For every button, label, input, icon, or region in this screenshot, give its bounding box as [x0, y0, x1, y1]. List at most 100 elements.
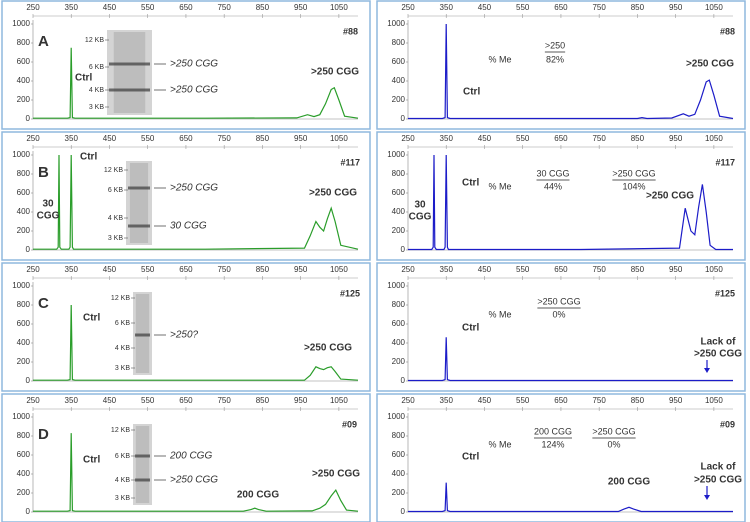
- panel-frame: [1, 0, 371, 130]
- y-tick-label: 400: [17, 469, 31, 478]
- methylation-label: % Me: [488, 439, 511, 449]
- x-tick-label: 250: [26, 396, 40, 405]
- methylation-value: 0%: [607, 439, 620, 449]
- y-tick-label: 800: [392, 169, 406, 178]
- y-tick-label: 400: [392, 469, 406, 478]
- gel-marker: 6 KB: [115, 453, 131, 460]
- y-tick-label: 600: [17, 188, 31, 197]
- x-tick-label: 1050: [330, 3, 348, 12]
- gel-marker: 12 KB: [111, 295, 130, 302]
- methylation-header: 200 CGG: [534, 426, 572, 436]
- annotation: >250 CGG: [694, 475, 742, 486]
- x-tick-label: 550: [141, 134, 155, 143]
- y-tick-label: 1000: [12, 150, 30, 159]
- trace: [33, 433, 359, 512]
- y-tick-label: 0: [26, 507, 31, 516]
- x-tick-label: 850: [631, 134, 645, 143]
- annotation: Ctrl: [462, 452, 479, 463]
- gel-marker: 4 KB: [108, 215, 124, 222]
- x-tick-label: 250: [26, 3, 40, 12]
- band-label: >250 CGG: [170, 183, 218, 194]
- x-tick-label: 250: [401, 3, 415, 12]
- x-tick-label: 450: [103, 265, 117, 274]
- y-tick-label: 800: [17, 300, 31, 309]
- trace: [33, 304, 359, 381]
- y-tick-label: 1000: [12, 19, 30, 28]
- annotation: Ctrl: [463, 87, 480, 98]
- trace: [408, 154, 733, 251]
- x-tick-label: 1050: [705, 265, 723, 274]
- gel-lane: [129, 163, 149, 243]
- panel-frame: [376, 131, 746, 261]
- x-tick-label: 750: [592, 396, 606, 405]
- x-tick-label: 350: [65, 3, 79, 12]
- y-tick-label: 200: [392, 226, 406, 235]
- y-tick-label: 600: [17, 57, 31, 66]
- x-tick-label: 750: [217, 396, 231, 405]
- panel-frame: [376, 0, 746, 130]
- band-label: >250 CGG: [170, 59, 218, 70]
- x-tick-label: 650: [179, 134, 193, 143]
- x-tick-label: 250: [26, 265, 40, 274]
- x-tick-label: 850: [256, 396, 270, 405]
- annotation: >250 CGG: [312, 469, 360, 480]
- arrow-head: [704, 495, 710, 500]
- x-tick-label: 950: [294, 265, 308, 274]
- annotation: CGG: [409, 212, 432, 223]
- sample-id: #88: [720, 26, 735, 36]
- x-tick-label: 550: [141, 3, 155, 12]
- y-tick-label: 400: [17, 207, 31, 216]
- x-tick-label: 950: [294, 134, 308, 143]
- gel-marker: 3 KB: [115, 495, 131, 502]
- y-tick-label: 400: [392, 76, 406, 85]
- methylation-label: % Me: [488, 309, 511, 319]
- x-tick-label: 750: [592, 134, 606, 143]
- x-tick-label: 850: [631, 396, 645, 405]
- y-tick-label: 1000: [12, 412, 30, 421]
- x-tick-label: 650: [179, 3, 193, 12]
- y-tick-label: 0: [401, 376, 406, 385]
- arrow-head: [704, 368, 710, 373]
- gel-marker: 6 KB: [108, 187, 124, 194]
- annotation: >250 CGG: [304, 343, 352, 354]
- band-label: >250 CGG: [170, 85, 218, 96]
- gel-band: [135, 478, 150, 482]
- gel-marker: 3 KB: [108, 235, 124, 242]
- y-tick-label: 400: [17, 338, 31, 347]
- annotation: Ctrl: [83, 455, 100, 466]
- annotation: >250 CGG: [311, 67, 359, 78]
- x-tick-label: 950: [669, 134, 683, 143]
- y-tick-label: 400: [392, 338, 406, 347]
- x-tick-label: 350: [65, 265, 79, 274]
- methylation-label: % Me: [488, 54, 511, 64]
- x-tick-label: 550: [516, 265, 530, 274]
- panel-frame: [376, 393, 746, 522]
- gel-band: [135, 454, 150, 458]
- trace: [33, 154, 359, 250]
- y-tick-label: 0: [26, 114, 31, 123]
- sample-id: #88: [343, 26, 358, 36]
- x-tick-label: 550: [516, 396, 530, 405]
- y-tick-label: 0: [401, 245, 406, 254]
- x-tick-label: 450: [478, 3, 492, 12]
- y-tick-label: 600: [17, 450, 31, 459]
- gel-band: [128, 186, 150, 190]
- y-tick-label: 800: [392, 38, 406, 47]
- x-tick-label: 450: [478, 396, 492, 405]
- gel-marker: 6 KB: [115, 320, 131, 327]
- methylation-header: 30 CGG: [536, 168, 569, 178]
- x-tick-label: 650: [179, 265, 193, 274]
- x-tick-label: 850: [631, 265, 645, 274]
- y-tick-label: 800: [17, 169, 31, 178]
- y-tick-label: 1000: [387, 412, 405, 421]
- x-tick-label: 1050: [705, 134, 723, 143]
- y-tick-label: 200: [17, 226, 31, 235]
- x-tick-label: 750: [217, 3, 231, 12]
- y-tick-label: 0: [26, 245, 31, 254]
- y-tick-label: 200: [17, 488, 31, 497]
- y-tick-label: 800: [392, 300, 406, 309]
- y-tick-label: 200: [17, 357, 31, 366]
- annotation: Ctrl: [83, 313, 100, 324]
- annotation: 200 CGG: [608, 477, 650, 488]
- band-label: 30 CGG: [170, 221, 207, 232]
